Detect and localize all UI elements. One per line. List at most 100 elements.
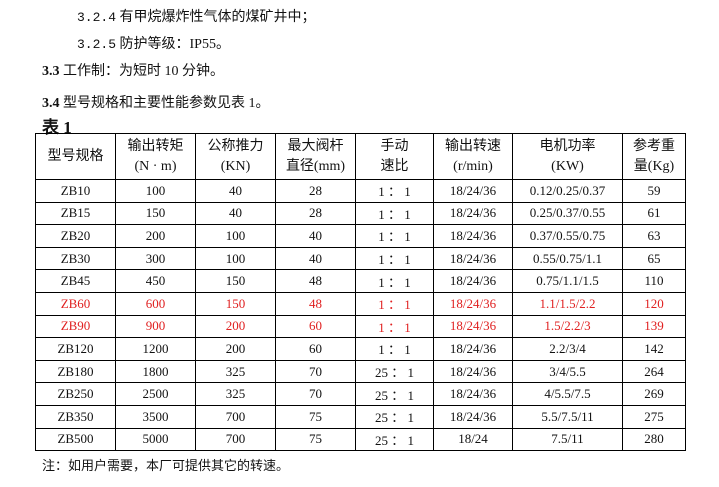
table-cell: 60 xyxy=(275,337,356,361)
header-text: (r/min) xyxy=(453,158,493,174)
table-cell: 1 ： 1 xyxy=(355,224,434,248)
table-cell: 3500 xyxy=(115,404,196,429)
table-cell: 110 xyxy=(622,269,686,293)
table-cell: 1.1/1.5/2.2 xyxy=(512,291,623,316)
table-title: 表 1 xyxy=(42,118,72,137)
table-row: ZB10 100 40 28 1 ： 1 18/24/36 0.12/0.25/0.37 59 xyxy=(35,179,686,203)
table-cell: 18/24/36 xyxy=(433,314,513,339)
table-cell: 1 ： 1 xyxy=(355,269,434,293)
spec-table: 型号规格 输出转矩 (N · m) 公称推力 (KN) 最大阀杆 直径(mm) 手动 速比 输出转… xyxy=(35,133,686,452)
table-cell: 40 xyxy=(275,246,356,271)
table-cell: 900 xyxy=(115,314,196,339)
table-cell: 48 xyxy=(275,291,356,316)
table-cell: 2.2/3/4 xyxy=(512,337,623,361)
table-cell: 18/24/36 xyxy=(433,224,513,248)
table-cell: 18/24/36 xyxy=(433,269,513,293)
table-cell: 18/24 xyxy=(433,427,513,452)
table-cell: 18/24/36 xyxy=(433,382,513,406)
table-cell: 70 xyxy=(275,382,356,406)
table-cell: 18/24/36 xyxy=(433,246,513,271)
table-cell: 59 xyxy=(622,179,686,203)
table-cell: 1800 xyxy=(115,359,196,384)
table-cell: 0.37/0.55/0.75 xyxy=(512,224,623,248)
table-cell: ZB250 xyxy=(35,382,116,406)
table-cell: 1.5/2.2/3 xyxy=(512,314,623,339)
table-row: ZB120 1200 200 60 1 ： 1 18/24/36 2.2/3/4 142 xyxy=(35,337,686,361)
table-cell: 200 xyxy=(115,224,196,248)
table-row: ZB60 600 150 48 1 ： 1 18/24/36 1.1/1.5/2.2 120 xyxy=(35,291,686,316)
table-cell: 40 xyxy=(195,201,276,226)
table-cell: 2500 xyxy=(115,382,196,406)
table-row: ZB20 200 100 40 1 ： 1 18/24/36 0.37/0.55/0.75 6… xyxy=(35,224,686,248)
table-cell: 5.5/7.5/11 xyxy=(512,404,623,429)
table-row: ZB45 450 150 48 1 ： 1 18/24/36 0.75/1.1/1.5 110 xyxy=(35,269,686,293)
table-cell: ZB90 xyxy=(35,314,116,339)
table-row: ZB350 3500 700 75 25 ： 1 18/24/36 5.5/7.5/11 27… xyxy=(35,404,686,429)
header-text: (N · m) xyxy=(134,158,177,174)
clause-3-2-4: 3.2.4 有甲烷爆炸性气体的煤矿井中； xyxy=(77,6,316,26)
table-cell: 0.75/1.1/1.5 xyxy=(512,269,623,293)
table-cell: 25 ： 1 xyxy=(355,427,434,452)
table-cell: 0.12/0.25/0.37 xyxy=(512,179,623,203)
header-text: 输出转速 xyxy=(445,138,501,154)
table-cell: 450 xyxy=(115,269,196,293)
table-cell: 0.25/0.37/0.55 xyxy=(512,201,623,226)
header-text: 参考重 xyxy=(633,138,675,154)
table-cell: 65 xyxy=(622,246,686,271)
table-cell: 18/24/36 xyxy=(433,404,513,429)
column-header: 手动 速比 xyxy=(355,133,434,180)
table-cell: 25 ： 1 xyxy=(355,404,434,429)
table-cell: 48 xyxy=(275,269,356,293)
table-cell: 325 xyxy=(195,359,276,384)
clause-text: 工作制：为短时 10 分钟。 xyxy=(59,64,224,79)
table-cell: ZB500 xyxy=(35,427,116,452)
column-header: 公称推力 (KN) xyxy=(195,133,276,180)
column-header: 电机功率 (KW) xyxy=(512,133,623,180)
table-cell: 100 xyxy=(115,179,196,203)
table-cell: 4/5.5/7.5 xyxy=(512,382,623,406)
table-cell: ZB10 xyxy=(35,179,116,203)
table-cell: 300 xyxy=(115,246,196,271)
clause-text: 型号规格和主要性能参数见表 1。 xyxy=(59,96,270,111)
table-row: ZB15 150 40 28 1 ： 1 18/24/36 0.25/0.37/0.55 61 xyxy=(35,201,686,226)
header-text: 直径(mm) xyxy=(285,158,346,174)
table-cell: ZB15 xyxy=(35,201,116,226)
header-text: (KN) xyxy=(220,158,251,174)
table-cell: 63 xyxy=(622,224,686,248)
clause-text: 有甲烷爆炸性气体的煤矿井中； xyxy=(119,10,316,25)
column-header: 参考重 量(Kg) xyxy=(622,133,686,180)
table-cell: ZB120 xyxy=(35,337,116,361)
header-text: 最大阀杆 xyxy=(287,138,344,154)
table-cell: 1 ： 1 xyxy=(355,291,434,316)
table-cell: ZB30 xyxy=(35,246,116,271)
clause-number: 3.4 xyxy=(42,96,60,111)
table-cell: 269 xyxy=(622,382,686,406)
header-text: 型号规格 xyxy=(47,148,104,164)
table-header-row: 型号规格 输出转矩 (N · m) 公称推力 (KN) 最大阀杆 直径(mm) 手动 速比 输出转… xyxy=(35,133,686,180)
table-note: 注：如用户需要，本厂可提供其它的转速。 xyxy=(42,458,290,473)
table-cell: 1 ： 1 xyxy=(355,337,434,361)
clause-3-3: 3.3 工作制：为短时 10 分钟。 xyxy=(42,60,224,80)
table-cell: ZB20 xyxy=(35,224,116,248)
table-row: ZB500 5000 700 75 25 ： 1 18/24 7.5/11 280 xyxy=(35,427,686,452)
table-cell: 1 ： 1 xyxy=(355,314,434,339)
table-row: ZB250 2500 325 70 25 ： 1 18/24/36 4/5.5/7.5 269 xyxy=(35,382,686,406)
header-text: (KW) xyxy=(551,158,584,174)
header-text: 速比 xyxy=(380,158,409,174)
clause-3-2-5: 3.2.5 防护等级：IP55。 xyxy=(77,33,230,53)
table-cell: 700 xyxy=(195,427,276,452)
header-text: 输出转矩 xyxy=(127,138,184,154)
table-cell: 1 ： 1 xyxy=(355,201,434,226)
table-cell: 25 ： 1 xyxy=(355,382,434,406)
table-cell: 70 xyxy=(275,359,356,384)
table-cell: 18/24/36 xyxy=(433,291,513,316)
table-cell: 18/24/36 xyxy=(433,201,513,226)
header-text: 公称推力 xyxy=(207,138,264,154)
table-cell: 40 xyxy=(195,179,276,203)
table-row: ZB30 300 100 40 1 ： 1 18/24/36 0.55/0.75/1.1 65 xyxy=(35,246,686,271)
table-cell: 100 xyxy=(195,246,276,271)
table-cell: 0.55/0.75/1.1 xyxy=(512,246,623,271)
column-header: 最大阀杆直径(mm) xyxy=(275,133,356,180)
table-cell: 275 xyxy=(622,404,686,429)
table-cell: 1 ： 1 xyxy=(355,179,434,203)
